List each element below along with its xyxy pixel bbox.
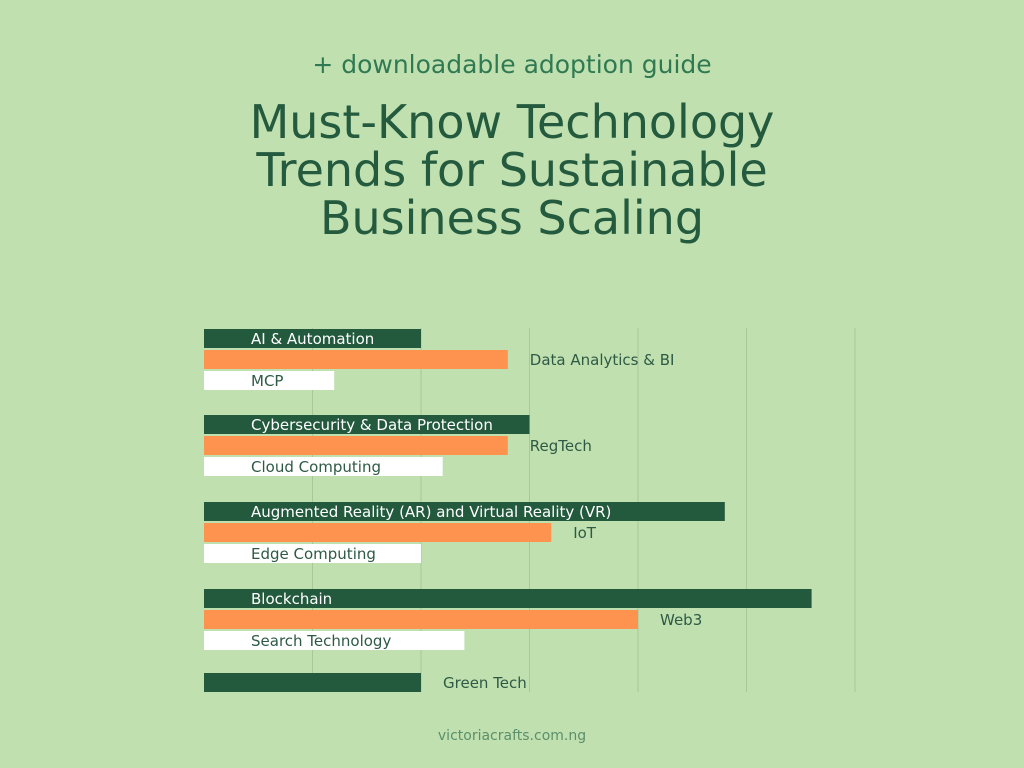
bar-label: IoT [573, 524, 597, 542]
bar [204, 415, 530, 434]
bar-label: Web3 [660, 611, 702, 629]
bar [204, 610, 638, 629]
bar-label: Cloud Computing [251, 458, 381, 476]
title-line-1: Must-Know Technology [249, 95, 775, 149]
title-line-2: Trends for Sustainable [256, 143, 768, 197]
title-line-3: Business Scaling [319, 191, 705, 245]
bar [204, 329, 421, 348]
page-title: Must-Know Technology Trends for Sustaina… [0, 98, 1024, 242]
bar [204, 350, 508, 369]
subtitle: + downloadable adoption guide [312, 50, 712, 79]
bar [204, 371, 335, 390]
bar [204, 502, 725, 521]
bar-label: Blockchain [251, 590, 332, 608]
bar-label: Cybersecurity & Data Protection [251, 416, 493, 434]
bar-label: Augmented Reality (AR) and Virtual Reali… [251, 503, 611, 521]
bar [204, 457, 443, 476]
bar-label: Search Technology [251, 632, 391, 650]
bar-label: Edge Computing [251, 545, 376, 563]
footer-url: victoriacrafts.com.ng [437, 728, 587, 744]
bar-label: MCP [251, 372, 283, 390]
bar [204, 436, 508, 455]
bar [204, 544, 421, 563]
bar [204, 673, 421, 692]
bar [204, 589, 812, 608]
bar-label: Green Tech [443, 674, 527, 692]
bar-label: AI & Automation [251, 330, 374, 348]
bar-label: RegTech [530, 437, 592, 455]
bar [204, 523, 552, 542]
bar [204, 631, 465, 650]
bar-label: Data Analytics & BI [530, 351, 675, 369]
